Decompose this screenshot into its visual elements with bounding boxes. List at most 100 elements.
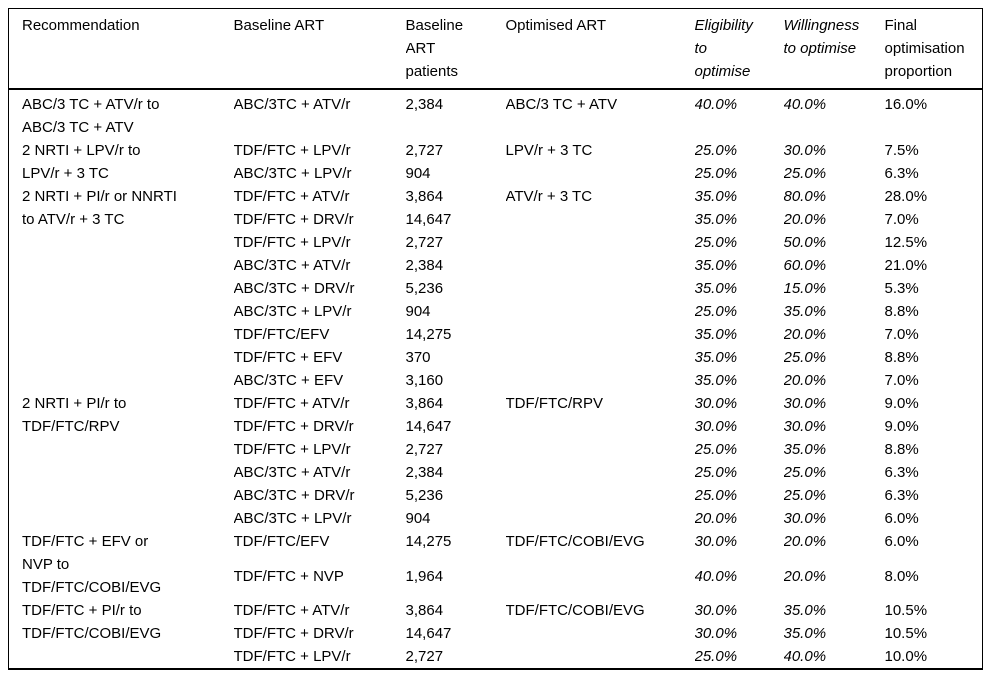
patients-cell: 1,964 [405, 567, 444, 585]
baseline-art-cell: TDF/FTC + LPV/r [233, 234, 351, 251]
table-row: TDF/FTC + DRV/r 14,647 30.0% 35.0% 10.5% [9, 622, 983, 645]
willingness-cell: 30.0% [783, 418, 827, 435]
patients-cell: 2,727 [405, 234, 444, 251]
optimised-art-cell: LPV/r + 3 TC [505, 142, 593, 159]
table-row: ABC/3TC + DRV/r 5,236 25.0% 25.0% 6.3% [9, 484, 983, 507]
final-proportion-cell: 10.5% [884, 625, 928, 642]
final-proportion-cell: 5.3% [884, 280, 919, 297]
baseline-art-cell: ABC/3TC + DRV/r [233, 487, 355, 504]
baseline-art-cell: TDF/FTC/EFV [233, 533, 330, 550]
baseline-art-cell: TDF/FTC + DRV/r [233, 625, 354, 642]
willingness-cell: 40.0% [783, 96, 827, 113]
willingness-cell: 50.0% [783, 234, 827, 251]
willingness-cell: 60.0% [783, 257, 827, 274]
table-row: ABC/3TC + EFV 3,160 35.0% 20.0% 7.0% [9, 369, 983, 392]
col-header-baseline-art-patients: Baseline ART patients [405, 17, 464, 80]
table-row: TDF/FTC + LPV/r 2,727 25.0% 35.0% 8.8% [9, 438, 983, 461]
patients-cell: 14,275 [405, 533, 452, 550]
table-row: TDF/FTC + EFV 370 35.0% 25.0% 8.8% [9, 346, 983, 369]
eligibility-cell: 25.0% [694, 303, 738, 320]
baseline-art-cell: ABC/3TC + EFV [233, 372, 344, 389]
table-row: ABC/3TC + LPV/r 904 25.0% 35.0% 8.8% [9, 300, 983, 323]
baseline-art-cell: TDF/FTC + ATV/r [233, 188, 350, 205]
eligibility-cell: 30.0% [694, 533, 738, 550]
patients-cell: 2,727 [405, 441, 444, 458]
col-header-eligibility-to-optimise: Eligibility to optimise [694, 17, 753, 80]
baseline-art-cell: TDF/FTC + DRV/r [233, 211, 354, 228]
baseline-art-cell: TDF/FTC + DRV/r [233, 418, 354, 435]
willingness-cell: 30.0% [783, 510, 827, 527]
baseline-art-cell: TDF/FTC + ATV/r [233, 602, 350, 619]
patients-cell: 904 [405, 303, 431, 320]
baseline-art-cell: ABC/3TC + LPV/r [233, 165, 352, 182]
final-proportion-cell: 21.0% [884, 257, 928, 274]
baseline-art-cell: ABC/3TC + LPV/r [233, 510, 352, 527]
recommendation-cell: ABC/3 TC + ATV/r to ABC/3 TC + ATV [22, 96, 160, 136]
final-proportion-cell: 7.0% [884, 326, 919, 343]
final-proportion-cell: 16.0% [884, 96, 928, 113]
eligibility-cell: 35.0% [694, 326, 738, 343]
final-proportion-cell: 6.3% [884, 487, 919, 504]
eligibility-cell: 20.0% [694, 510, 738, 527]
patients-cell: 2,727 [405, 142, 444, 159]
col-header-recommendation: Recommendation [22, 17, 140, 34]
patients-cell: 2,384 [405, 257, 444, 274]
recommendation-cell: TDF/FTC + EFV or NVP to TDF/FTC/COBI/EVG [22, 533, 162, 596]
final-proportion-cell: 8.8% [884, 303, 919, 320]
table-row: TDF/FTC + LPV/r 2,727 25.0% 40.0% 10.0% [9, 645, 983, 669]
final-proportion-cell: 8.8% [884, 349, 919, 366]
table-row: 2 NRTI + PI/r to TDF/FTC/RPV TDF/FTC + AT… [9, 392, 983, 435]
recommendation-cell: TDF/FTC + PI/r to TDF/FTC/COBI/EVG [22, 602, 162, 642]
willingness-cell: 20.0% [783, 211, 827, 228]
patients-cell: 14,647 [405, 211, 452, 228]
willingness-cell: 35.0% [783, 625, 827, 642]
baseline-art-cell: TDF/FTC + LPV/r [233, 648, 351, 665]
patients-cell: 3,864 [405, 602, 444, 619]
table-row: ABC/3TC + LPV/r 904 25.0% 25.0% 6.3% [9, 162, 983, 185]
baseline-art-cell: TDF/FTC + NVP [233, 567, 344, 585]
optimised-art-cell: ABC/3 TC + ATV [505, 96, 618, 113]
baseline-art-cell: TDF/FTC + ATV/r [233, 395, 350, 412]
eligibility-cell: 35.0% [694, 211, 738, 228]
table-row: ABC/3TC + ATV/r 2,384 25.0% 25.0% 6.3% [9, 461, 983, 484]
col-header-willingness-to-optimise: Willingness to optimise [783, 17, 860, 57]
willingness-cell: 25.0% [783, 165, 827, 182]
final-proportion-cell: 12.5% [884, 234, 928, 251]
willingness-cell: 80.0% [783, 188, 827, 205]
table-row: ABC/3TC + ATV/r 2,384 35.0% 60.0% 21.0% [9, 254, 983, 277]
eligibility-cell: 25.0% [694, 142, 738, 159]
eligibility-cell: 35.0% [694, 280, 738, 297]
patients-cell: 2,384 [405, 96, 444, 113]
willingness-cell: 20.0% [783, 533, 827, 550]
eligibility-cell: 30.0% [694, 418, 738, 435]
recommendation-cell: 2 NRTI + PI/r or NNRTI to ATV/r + 3 TC [22, 188, 177, 228]
patients-cell: 3,864 [405, 188, 444, 205]
patients-cell: 14,275 [405, 326, 452, 343]
eligibility-cell: 25.0% [694, 441, 738, 458]
eligibility-cell: 25.0% [694, 464, 738, 481]
willingness-cell: 15.0% [783, 280, 827, 297]
willingness-cell: 20.0% [783, 326, 827, 343]
patients-cell: 5,236 [405, 280, 444, 297]
willingness-cell: 35.0% [783, 441, 827, 458]
eligibility-cell: 25.0% [694, 165, 738, 182]
table-row: TDF/FTC + LPV/r 2,727 25.0% 50.0% 12.5% [9, 231, 983, 254]
final-proportion-cell: 28.0% [884, 188, 928, 205]
baseline-art-cell: TDF/FTC + EFV [233, 349, 343, 366]
eligibility-cell: 25.0% [694, 487, 738, 504]
col-header-baseline-art: Baseline ART [233, 17, 325, 34]
table-row: ABC/3TC + LPV/r 904 20.0% 30.0% 6.0% [9, 507, 983, 530]
table-row: 2 NRTI + PI/r or NNRTI to ATV/r + 3 TC TD… [9, 185, 983, 228]
table-row: TDF/FTC + NVP 1,964 40.0% 20.0% 8.0% [9, 565, 983, 600]
final-proportion-cell: 9.0% [884, 395, 919, 412]
patients-cell: 3,160 [405, 372, 444, 389]
table-row: TDF/FTC + DRV/r 14,647 35.0% 20.0% 7.0% [9, 208, 983, 231]
baseline-art-cell: TDF/FTC/EFV [233, 326, 330, 343]
final-proportion-cell: 9.0% [884, 418, 919, 435]
optimised-art-cell: TDF/FTC/COBI/EVG [505, 533, 645, 550]
baseline-art-cell: ABC/3TC + ATV/r [233, 96, 351, 113]
eligibility-cell: 35.0% [694, 257, 738, 274]
final-proportion-cell: 8.8% [884, 441, 919, 458]
willingness-cell: 25.0% [783, 349, 827, 366]
optimised-art-cell: TDF/FTC/COBI/EVG [505, 602, 645, 619]
